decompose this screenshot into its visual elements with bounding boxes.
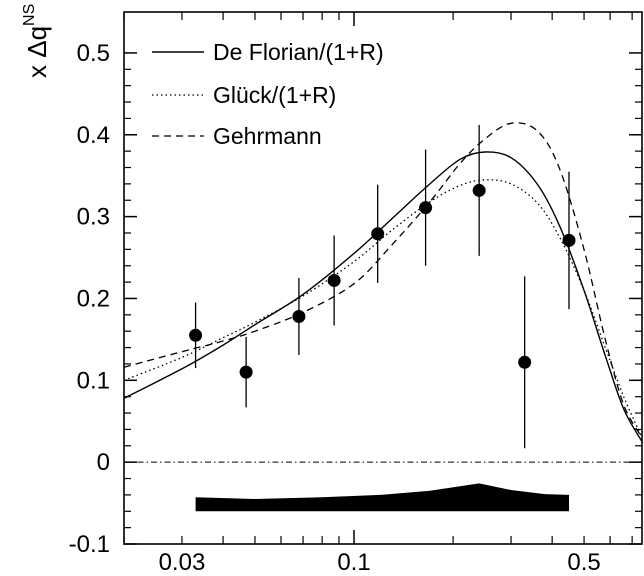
tick-label-layer: -0.1 0 0.1 0.2 0.3 0.4 0.5 0.03 0.1 0.5	[69, 40, 601, 576]
legend-item: Gehrmann	[152, 123, 322, 149]
data-point	[562, 171, 576, 310]
legend-label: De Florian/(1+R)	[213, 39, 384, 65]
data-point	[327, 235, 341, 326]
data-point	[189, 302, 203, 369]
data-point-marker	[518, 355, 532, 369]
series-line-2	[124, 179, 642, 438]
data-point-marker	[419, 201, 433, 215]
y-axis-label: x ΔqNS	[21, 4, 52, 78]
data-point	[292, 278, 306, 355]
data-point	[419, 149, 433, 266]
curve-layer	[124, 122, 642, 443]
y-axis-label-main: x Δq	[22, 26, 52, 78]
data-point-marker	[189, 328, 203, 342]
data-point	[239, 336, 253, 408]
systematic-band-layer	[195, 483, 569, 512]
y-axis-label-superscript: NS	[21, 4, 38, 26]
legend-label: Glück/(1+R)	[213, 82, 336, 108]
x-tick-label: 0.03	[159, 549, 206, 576]
data-point	[518, 276, 532, 449]
data-point-layer	[189, 124, 576, 449]
data-point	[371, 184, 385, 283]
x-tick-label: 0.5	[567, 549, 600, 576]
y-tick-label: 0.2	[77, 285, 110, 312]
legend: De Florian/(1+R) Glück/(1+R) Gehrmann	[152, 39, 384, 149]
data-point-marker	[371, 227, 385, 241]
legend-item: Glück/(1+R)	[152, 82, 336, 108]
legend-item: De Florian/(1+R)	[152, 39, 384, 65]
y-tick-label: 0.3	[77, 204, 110, 231]
data-point-marker	[327, 273, 341, 287]
plot-frame	[123, 11, 643, 545]
x-tick-label: 0.1	[337, 549, 370, 576]
data-point-marker	[472, 183, 486, 197]
y-tick-label: 0.1	[77, 367, 110, 394]
data-point	[472, 124, 486, 256]
series-line-3	[124, 122, 642, 438]
systematic-error-band	[195, 483, 569, 512]
data-point-marker	[292, 309, 306, 323]
data-point-marker	[562, 233, 576, 247]
tick-layer	[123, 12, 642, 545]
y-tick-label: 0	[97, 449, 110, 476]
y-tick-label: -0.1	[69, 531, 110, 558]
y-tick-label: 0.5	[77, 40, 110, 67]
y-tick-label: 0.4	[77, 122, 110, 149]
legend-label: Gehrmann	[213, 123, 322, 149]
data-point-marker	[239, 365, 253, 379]
series-line-1	[124, 151, 642, 443]
